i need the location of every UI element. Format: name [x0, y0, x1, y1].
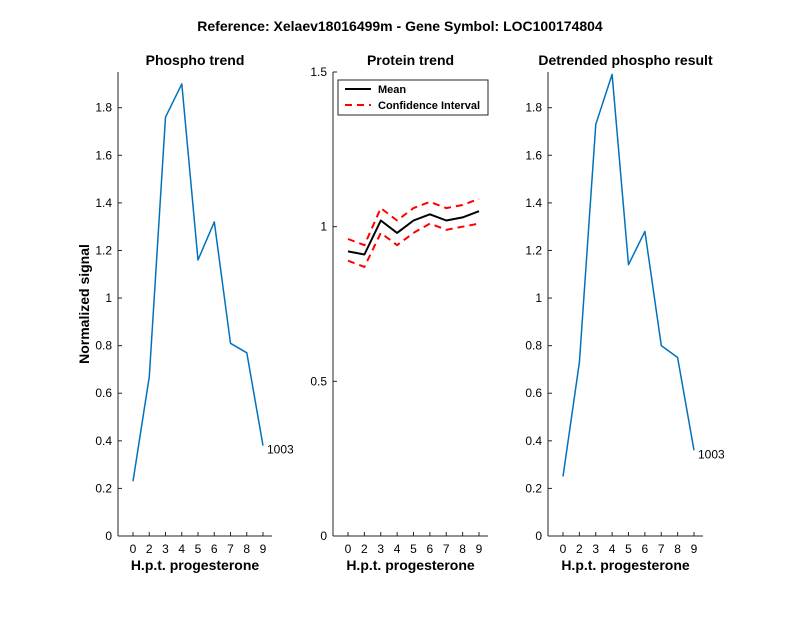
point-annotation: 1003 — [698, 447, 725, 461]
y-tick-label: 1.6 — [95, 148, 112, 162]
y-tick-label: 1.5 — [310, 65, 327, 79]
x-tick-label: 6 — [642, 542, 649, 556]
y-tick-label: 1.2 — [525, 243, 542, 257]
x-tick-label: 6 — [211, 542, 218, 556]
y-tick-label: 1.2 — [95, 243, 112, 257]
x-tick-label: 9 — [476, 542, 483, 556]
y-tick-label: 1.8 — [95, 101, 112, 115]
legend-box — [337, 79, 489, 116]
x-tick-label: 8 — [674, 542, 681, 556]
y-tick-label: 0 — [105, 529, 112, 543]
y-tick-label: 0.6 — [525, 386, 542, 400]
y-tick-label: 0.8 — [95, 339, 112, 353]
panel-title: Phospho trend — [146, 52, 245, 68]
y-tick-label: 0.2 — [95, 481, 112, 495]
x-tick-label: 9 — [691, 542, 698, 556]
y-tick-label: 0.8 — [525, 339, 542, 353]
y-tick-label: 1.4 — [95, 196, 112, 210]
x-tick-label: 8 — [243, 542, 250, 556]
y-tick-label: 0.6 — [95, 386, 112, 400]
x-tick-label: 7 — [658, 542, 665, 556]
x-tick-label: 5 — [625, 542, 632, 556]
legend-entry: Mean — [378, 84, 406, 96]
x-axis-label: H.p.t. progesterone — [561, 557, 690, 573]
panel-title: Detrended phospho result — [538, 52, 713, 68]
x-tick-label: 2 — [576, 542, 583, 556]
x-tick-label: 0 — [130, 542, 137, 556]
y-tick-label: 1 — [105, 291, 112, 305]
y-tick-label: 0 — [535, 529, 542, 543]
x-tick-label: 7 — [227, 542, 234, 556]
y-axis-label: Normalized signal — [76, 244, 92, 364]
y-tick-label: 1 — [535, 291, 542, 305]
x-tick-label: 0 — [345, 542, 352, 556]
y-tick-label: 0.4 — [95, 434, 112, 448]
x-tick-label: 4 — [178, 542, 185, 556]
series-line-0 — [562, 73, 695, 477]
x-tick-label: 3 — [377, 542, 384, 556]
legend: Mean Confidence Interval — [337, 79, 489, 116]
x-tick-label: 7 — [443, 542, 450, 556]
x-tick-label: 3 — [592, 542, 599, 556]
point-annotation: 1003 — [267, 443, 294, 457]
y-tick-label: 0.2 — [525, 481, 542, 495]
x-tick-label: 4 — [609, 542, 616, 556]
y-tick-label: 1.6 — [525, 148, 542, 162]
confidence-interval-line-1 — [347, 197, 480, 247]
y-tick-label: 0.4 — [525, 434, 542, 448]
y-tick-label: 1 — [320, 220, 327, 234]
chart-panel-1: Phospho trend 0 0.2 0.4 0.6 0.8 1 1.2 1.4 1.6 1.8 0… — [76, 52, 294, 573]
x-tick-label: 3 — [162, 542, 169, 556]
series-line-0 — [132, 83, 264, 482]
x-tick-label: 6 — [427, 542, 434, 556]
x-tick-label: 9 — [260, 542, 267, 556]
mean-line-0 — [347, 210, 480, 256]
chart-panel-3: Detrended phospho result 0 0.2 0.4 0.6 0.8 1 1.… — [525, 52, 725, 573]
x-axis-label: H.p.t. progesterone — [346, 557, 475, 573]
y-tick-label: 1.8 — [525, 101, 542, 115]
y-tick-label: 0.5 — [310, 374, 327, 388]
x-tick-label: 2 — [361, 542, 368, 556]
x-tick-label: 8 — [459, 542, 466, 556]
x-axis-label: H.p.t. progesterone — [131, 557, 260, 573]
panel-title: Protein trend — [367, 52, 454, 68]
x-tick-label: 0 — [560, 542, 567, 556]
figure-suptitle: Reference: Xelaev18016499m - Gene Symbol… — [197, 18, 603, 34]
y-tick-label: 0 — [320, 529, 327, 543]
x-tick-label: 4 — [394, 542, 401, 556]
y-tick-label: 1.4 — [525, 196, 542, 210]
x-tick-label: 5 — [195, 542, 202, 556]
series-line-2 — [347, 222, 480, 268]
x-tick-label: 2 — [146, 542, 153, 556]
x-tick-label: 5 — [410, 542, 417, 556]
legend-entry: Confidence Interval — [378, 100, 480, 112]
